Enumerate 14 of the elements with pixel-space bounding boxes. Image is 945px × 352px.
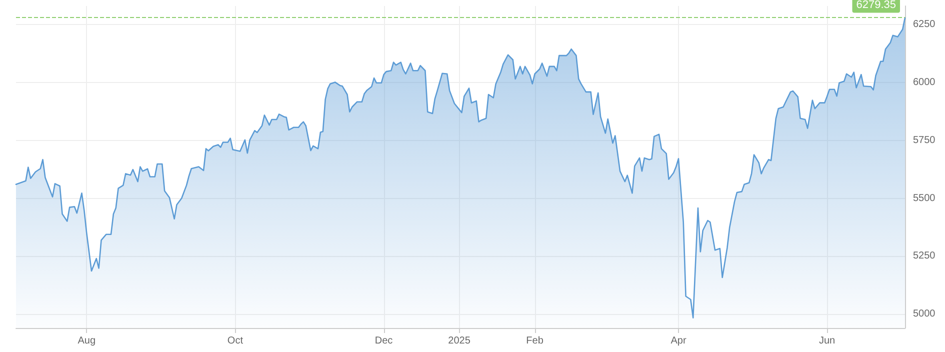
y-tick-label: 5000 [913,308,936,320]
x-tick-label: Feb [526,336,544,346]
y-tick-label: 6250 [913,19,936,30]
x-tick-label: Aug [78,336,96,346]
y-tick-label: 6000 [913,76,936,88]
y-tick-label: 5250 [913,250,936,262]
y-tick-label: 5500 [913,192,936,204]
y-tick-label: 5750 [913,134,936,146]
x-tick-label: Dec [374,336,393,346]
x-tick-label: Oct [227,336,244,346]
x-tick-label: Jun [819,336,836,346]
ref-line-label: 6279.35 [856,0,896,12]
x-tick-label: Apr [670,336,687,346]
x-tick-label: 2025 [448,336,471,346]
